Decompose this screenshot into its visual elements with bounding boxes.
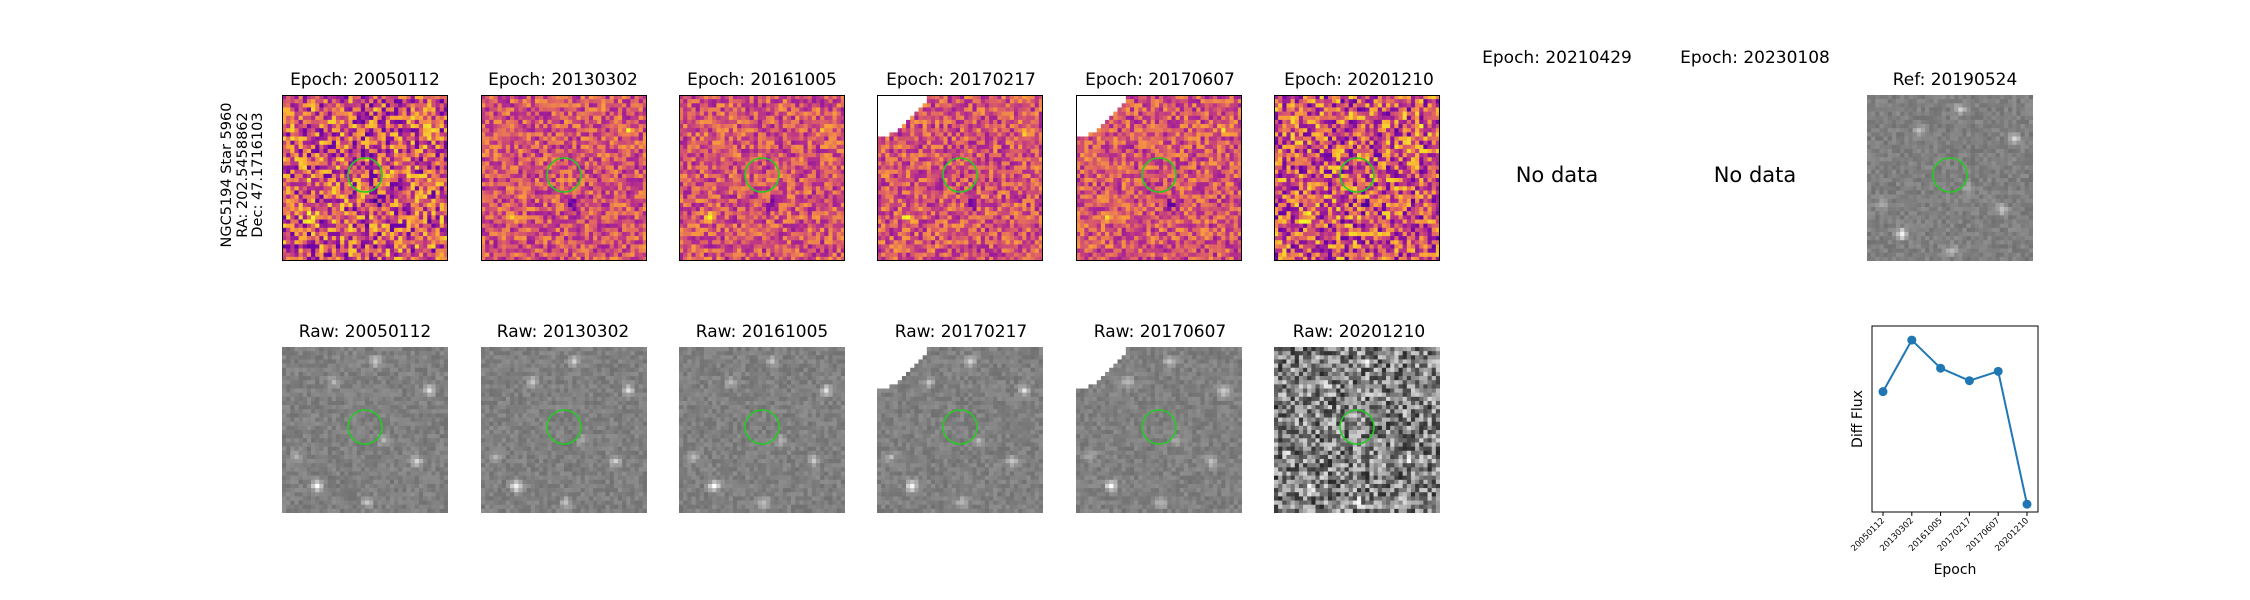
diff-image-6	[1274, 95, 1440, 261]
target-circle	[347, 409, 383, 445]
flux-point	[1993, 366, 2003, 376]
flux-point	[1964, 376, 1974, 386]
raw-title-1: Raw: 20050112	[240, 322, 490, 342]
epoch-title-1: Epoch: 20050112	[240, 70, 490, 90]
flux-point	[1907, 335, 1917, 345]
flux-point	[1936, 363, 1946, 373]
x-axis-label: Epoch	[1934, 562, 1977, 578]
plot-frame	[1871, 325, 2039, 513]
diff-image-5	[1076, 95, 1242, 261]
target-circle	[1141, 409, 1177, 445]
diff-image-4	[877, 95, 1043, 261]
epoch-title-6: Epoch: 20201210	[1234, 70, 1484, 90]
target-circle	[744, 409, 780, 445]
flux-series-line	[1882, 338, 2028, 505]
epoch-title-5: Epoch: 20170607	[1035, 70, 1285, 90]
star-dec: Dec: 47.1716103	[250, 95, 267, 255]
raw-title-3: Raw: 20161005	[637, 322, 887, 342]
target-circle	[347, 157, 383, 193]
raw-title-5: Raw: 20170607	[1035, 322, 1285, 342]
target-circle	[1339, 157, 1375, 193]
flux-point	[1878, 387, 1888, 397]
target-circle	[546, 409, 582, 445]
no-data-label-1: No data	[1432, 163, 1682, 187]
ref-image	[1867, 95, 2033, 261]
raw-title-4: Raw: 20170217	[836, 322, 1086, 342]
ref-title: Ref: 20190524	[1830, 70, 2080, 90]
target-circle	[942, 157, 978, 193]
raw-image-6	[1274, 347, 1440, 513]
diff-image-2	[481, 95, 647, 261]
raw-title-6: Raw: 20201210	[1234, 322, 1484, 342]
epoch-title-2: Epoch: 20130302	[438, 70, 688, 90]
target-circle	[942, 409, 978, 445]
target-circle	[1339, 409, 1375, 445]
diff-flux-chart: 2005011220130302201610052017021720170607…	[1849, 325, 2039, 578]
raw-image-1	[282, 347, 448, 513]
raw-image-5	[1076, 347, 1242, 513]
epoch-title-8: Epoch: 20230108	[1630, 48, 1880, 68]
raw-image-2	[481, 347, 647, 513]
diff-image-3	[679, 95, 845, 261]
epoch-title-3: Epoch: 20161005	[637, 70, 887, 90]
target-circle	[546, 157, 582, 193]
y-axis-label: Diff Flux	[1850, 390, 1866, 448]
star-ra: RA: 202.5458862	[235, 95, 252, 255]
star-name: NGC5194 Star 5960	[219, 95, 236, 255]
target-circle	[1141, 157, 1177, 193]
target-circle	[744, 157, 780, 193]
no-data-label-2: No data	[1630, 163, 1880, 187]
raw-image-4	[877, 347, 1043, 513]
raw-image-3	[679, 347, 845, 513]
flux-point	[2022, 499, 2032, 509]
target-circle	[1932, 157, 1968, 193]
raw-title-2: Raw: 20130302	[438, 322, 688, 342]
diff-image-1	[282, 95, 448, 261]
epoch-title-4: Epoch: 20170217	[836, 70, 1086, 90]
epoch-title-7: Epoch: 20210429	[1432, 48, 1682, 68]
